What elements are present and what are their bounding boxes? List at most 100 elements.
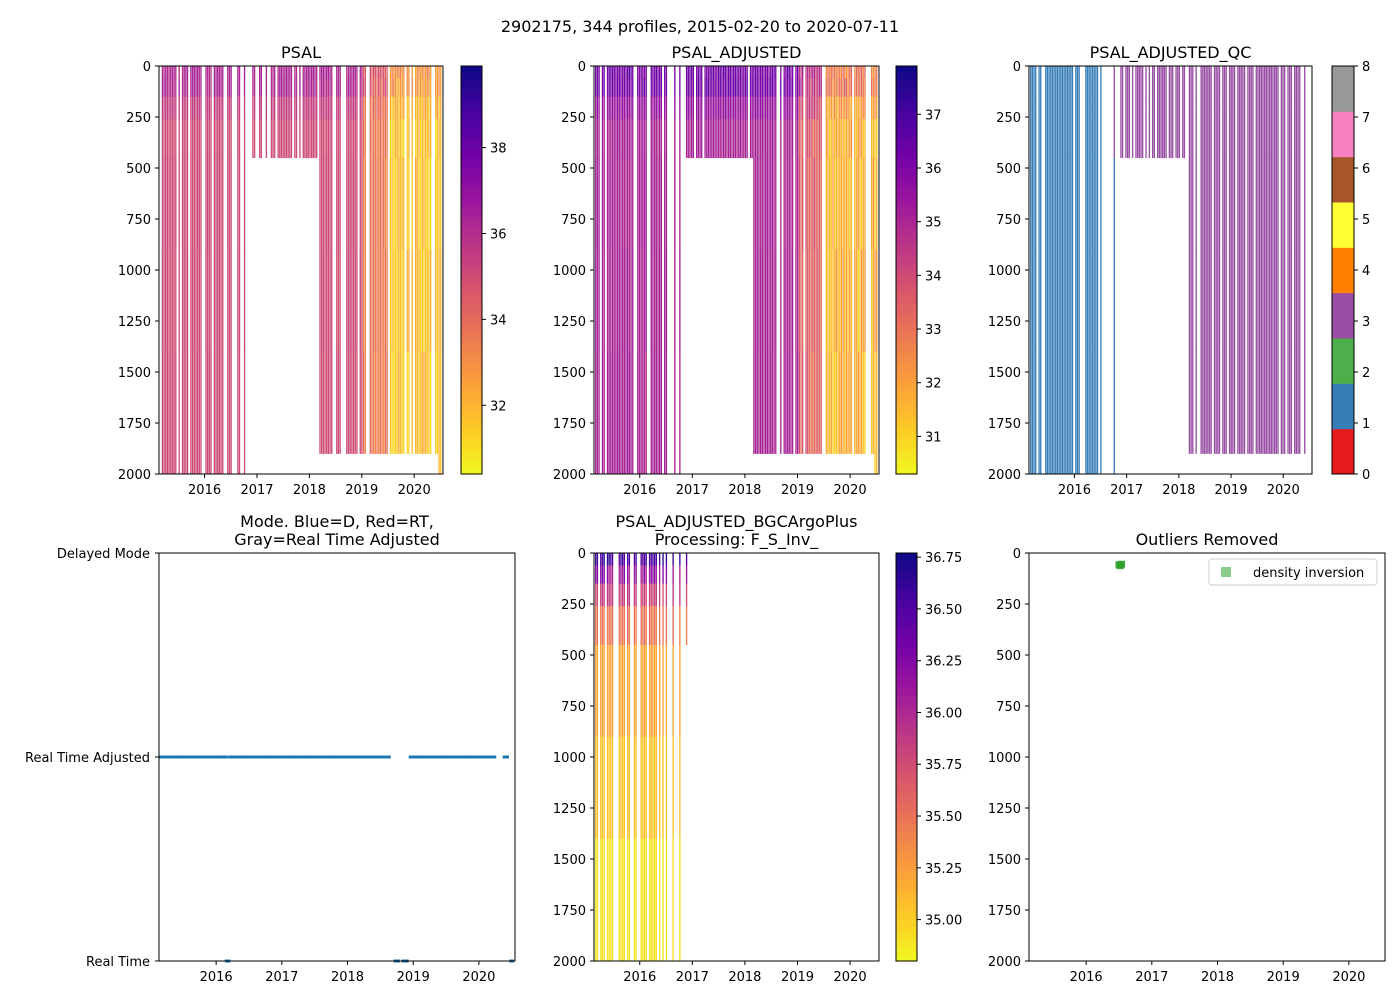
heatmap-cell (1063, 66, 1065, 79)
heatmap-cell (372, 157, 375, 250)
heatmap-cell (1277, 119, 1279, 159)
heatmap-cell (1225, 351, 1227, 454)
heatmap-cell (324, 78, 326, 97)
heatmap-cell (610, 644, 612, 737)
heatmap-cell (1091, 66, 1094, 79)
heatmap-cell (1284, 119, 1286, 159)
heatmap-cell (1048, 351, 1050, 475)
heatmap-cell (1252, 119, 1254, 159)
heatmap-cell (213, 66, 216, 79)
heatmap-cell (1078, 66, 1080, 79)
heatmap-cell (796, 66, 799, 79)
heatmap-cell (1141, 66, 1144, 79)
heatmap-cell (790, 119, 792, 159)
heatmap-cell (653, 553, 656, 566)
colorbar-segment (896, 290, 917, 298)
heatmap-cell (191, 157, 194, 250)
heatmap-cell (354, 119, 356, 159)
heatmap-cell (679, 736, 681, 839)
heatmap-cell (1223, 157, 1226, 250)
heatmap-cell (1299, 66, 1301, 79)
heatmap-cell (1258, 351, 1261, 454)
colorbar-segment (896, 621, 917, 629)
heatmap-cell (1178, 66, 1181, 79)
heatmap-cell (272, 66, 274, 79)
colorbar-segment (896, 385, 917, 393)
heatmap-cell (621, 249, 624, 352)
heatmap-cell (208, 78, 211, 97)
heatmap-cell (1267, 249, 1269, 352)
heatmap-cell (1273, 119, 1276, 159)
heatmap-psal_adjusted_bgc (595, 553, 688, 962)
heatmap-cell (1172, 96, 1174, 120)
colorbar-segment (461, 215, 482, 223)
heatmap-cell (786, 119, 789, 159)
heatmap-cell (820, 351, 822, 454)
heatmap-cell (1060, 78, 1062, 97)
heatmap-cell (1223, 96, 1226, 120)
heatmap-cell (833, 66, 836, 79)
heatmap-cell (1304, 157, 1306, 250)
heatmap-cell (642, 736, 644, 839)
heatmap-cell (1131, 96, 1134, 120)
heatmap-cell (217, 78, 219, 97)
heatmap-cell (289, 96, 291, 120)
heatmap-cell (356, 119, 358, 159)
heatmap-cell (595, 838, 597, 962)
heatmap-cell (401, 351, 403, 454)
heatmap-cell (658, 583, 661, 607)
heatmap-cell (440, 351, 442, 475)
colorbar-segment (896, 256, 917, 264)
heatmap-cell (595, 351, 597, 475)
heatmap-cell (706, 66, 708, 79)
colorbar-segment (461, 168, 482, 176)
heatmap-cell (606, 838, 609, 962)
heatmap-cell (855, 66, 858, 79)
mode-point (260, 755, 263, 759)
heatmap-cell (1148, 119, 1151, 159)
heatmap-cell (1035, 78, 1037, 97)
heatmap-cell (282, 119, 284, 159)
heatmap-cell (381, 119, 383, 159)
heatmap-cell (200, 157, 202, 250)
heatmap-cell (773, 78, 775, 97)
heatmap-cell (1090, 66, 1092, 79)
heatmap-cell (758, 119, 760, 159)
heatmap-cell (608, 606, 610, 646)
colorbar-segment (896, 736, 917, 744)
heatmap-cell (711, 78, 713, 97)
heatmap-cell (1055, 119, 1057, 159)
heatmap-cell (1248, 119, 1251, 159)
heatmap-cell (1126, 119, 1129, 159)
heatmap-cell (1138, 96, 1140, 120)
heatmap-cell (753, 96, 755, 120)
heatmap-cell (1060, 157, 1062, 250)
heatmap-cell (770, 119, 772, 159)
heatmap-cell (645, 157, 647, 250)
heatmap-cell (716, 78, 718, 97)
heatmap-cell (1183, 66, 1186, 79)
heatmap-cell (421, 119, 423, 159)
heatmap-cell (726, 96, 728, 120)
heatmap-cell (643, 119, 646, 159)
heatmap-cell (1228, 96, 1231, 120)
heatmap-cell (1031, 66, 1034, 79)
heatmap-cell (643, 66, 646, 79)
heatmap-cell (1247, 119, 1249, 159)
heatmap-cell (595, 66, 597, 79)
heatmap-cell (222, 249, 224, 352)
heatmap-cell (810, 66, 812, 79)
heatmap-cell (260, 119, 262, 159)
heatmap-cell (862, 119, 864, 159)
heatmap-cell (679, 606, 681, 646)
heatmap-cell (391, 119, 393, 159)
heatmap-cell (800, 96, 802, 120)
heatmap-cell (280, 66, 283, 79)
heatmap-cell (1233, 66, 1236, 79)
heatmap-cell (773, 351, 775, 454)
heatmap-cell (627, 66, 629, 79)
heatmap-cell (798, 66, 800, 79)
heatmap-cell (1085, 96, 1087, 120)
heatmap-cell (426, 78, 428, 97)
heatmap-cell (1096, 96, 1099, 120)
